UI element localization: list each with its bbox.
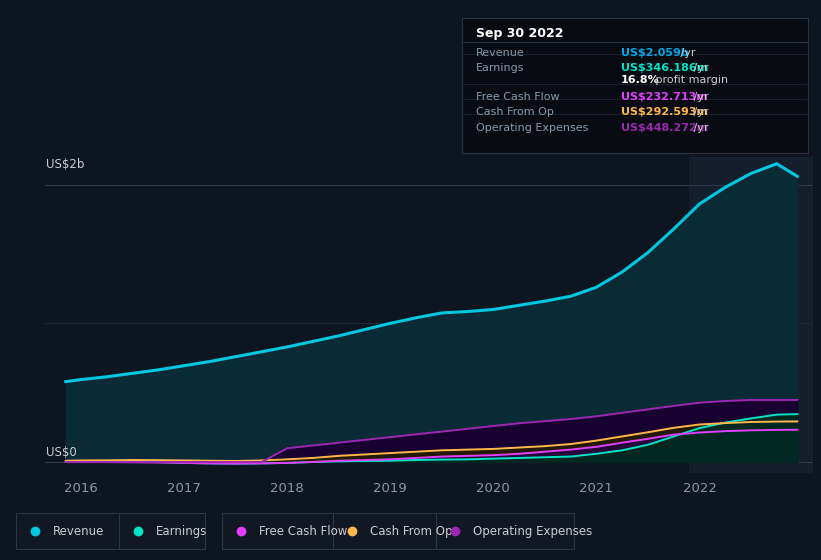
Text: US$232.713m: US$232.713m <box>621 92 708 101</box>
Text: US$346.186m: US$346.186m <box>621 63 709 73</box>
FancyBboxPatch shape <box>119 514 205 549</box>
FancyBboxPatch shape <box>16 514 120 549</box>
Text: US$292.593m: US$292.593m <box>621 107 709 117</box>
Text: US$2.059b: US$2.059b <box>621 48 689 58</box>
Text: profit margin: profit margin <box>653 76 728 85</box>
Text: US$2b: US$2b <box>46 158 85 171</box>
FancyBboxPatch shape <box>222 514 338 549</box>
Text: Free Cash Flow: Free Cash Flow <box>476 92 559 101</box>
Text: 16.8%: 16.8% <box>621 76 660 85</box>
FancyBboxPatch shape <box>436 514 574 549</box>
Text: US$0: US$0 <box>46 446 77 459</box>
FancyBboxPatch shape <box>333 514 437 549</box>
Text: /yr: /yr <box>690 92 709 101</box>
Bar <box>689 157 813 473</box>
Text: /yr: /yr <box>690 63 709 73</box>
Text: /yr: /yr <box>690 123 709 133</box>
Text: Operating Expenses: Operating Expenses <box>476 123 588 133</box>
Text: Operating Expenses: Operating Expenses <box>473 525 592 538</box>
Text: Earnings: Earnings <box>476 63 525 73</box>
Text: Earnings: Earnings <box>156 525 207 538</box>
Text: Revenue: Revenue <box>53 525 105 538</box>
Text: /yr: /yr <box>690 107 709 117</box>
Text: Sep 30 2022: Sep 30 2022 <box>476 27 563 40</box>
Text: US$448.272m: US$448.272m <box>621 123 709 133</box>
Text: Cash From Op: Cash From Op <box>476 107 553 117</box>
Text: Cash From Op: Cash From Op <box>370 525 453 538</box>
Text: /yr: /yr <box>677 48 695 58</box>
Text: Revenue: Revenue <box>476 48 525 58</box>
Text: Free Cash Flow: Free Cash Flow <box>259 525 347 538</box>
